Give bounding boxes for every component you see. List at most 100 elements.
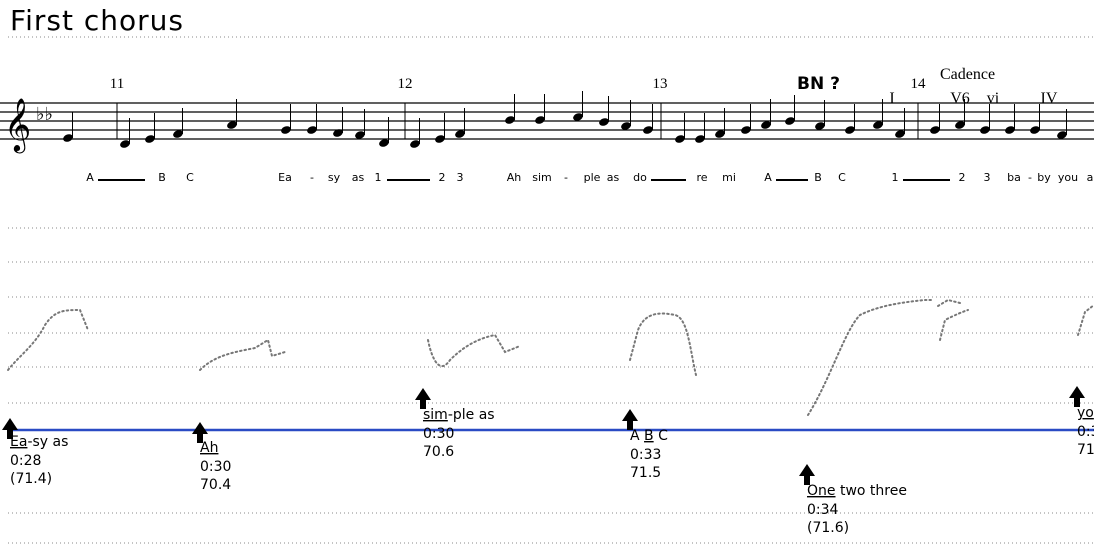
lyric: as	[352, 171, 365, 184]
notehead	[930, 126, 940, 134]
notehead	[955, 121, 965, 129]
lyric: sy	[328, 171, 341, 184]
marker-time: 0:34	[807, 502, 839, 518]
lyric: 1	[892, 171, 899, 184]
notehead	[873, 121, 883, 129]
chord-label: I	[889, 90, 894, 107]
lyric: C	[838, 171, 846, 184]
notehead	[980, 126, 990, 134]
arrow	[799, 464, 815, 485]
notehead	[1057, 131, 1067, 139]
notes	[63, 91, 1067, 148]
marker-time: 0:33	[630, 447, 661, 463]
marker-label-part: -sy as	[27, 434, 68, 450]
notehead	[120, 140, 130, 148]
measure-number: 11	[110, 76, 124, 92]
lyric: B	[814, 171, 822, 184]
notehead	[435, 135, 445, 143]
marker-label-part: A	[630, 428, 644, 444]
notehead	[227, 121, 237, 129]
lyric: as	[607, 171, 620, 184]
lyric: -	[310, 171, 314, 184]
pitch-trace	[7, 298, 1094, 416]
lyric: 2	[959, 171, 966, 184]
annotation: Cadence	[940, 66, 995, 83]
chord-label: IV	[1041, 90, 1058, 107]
lyric: do	[633, 171, 647, 184]
notehead	[761, 121, 771, 129]
marker-label: Ah	[200, 440, 218, 456]
notehead	[741, 126, 751, 134]
notehead	[355, 131, 365, 139]
marker-label-part: two three	[836, 483, 907, 499]
notehead	[1005, 126, 1015, 134]
notehead	[675, 135, 685, 143]
measure-number: 12	[398, 76, 413, 92]
lyric: 1	[375, 171, 382, 184]
lyric: A	[764, 171, 772, 184]
marker-value: (71.6)	[807, 520, 849, 536]
marker-value: 70.6	[423, 444, 454, 460]
marker-label-part: yo	[1077, 405, 1094, 421]
notehead	[307, 126, 317, 134]
lyric: a	[1087, 171, 1094, 184]
lyric: B	[158, 171, 166, 184]
lyric: Ea	[278, 171, 292, 184]
lyric: -	[564, 171, 568, 184]
measure-number: 13	[653, 76, 668, 92]
notehead	[785, 117, 795, 125]
notehead	[281, 126, 291, 134]
marker-label-part: C	[654, 428, 668, 444]
marker-label: One two three	[807, 483, 907, 499]
chord-label: V6	[950, 90, 970, 107]
notehead	[535, 116, 545, 124]
notehead	[379, 139, 389, 147]
marker-value: 70.4	[200, 477, 231, 493]
notehead	[410, 140, 420, 148]
notehead	[715, 130, 725, 138]
key-signature: ♭♭	[36, 104, 53, 124]
lyric: by	[1037, 171, 1051, 184]
marker-time: 0:28	[10, 453, 41, 469]
notehead	[895, 130, 905, 138]
arrow	[2, 418, 18, 439]
notehead	[173, 130, 183, 138]
title: First chorus	[10, 4, 184, 37]
marker-label: sim-ple as	[423, 407, 495, 423]
lyric: ple	[584, 171, 601, 184]
lyric: you	[1058, 171, 1078, 184]
annotation: BN ?	[797, 74, 840, 94]
lyric: A	[86, 171, 94, 184]
notehead	[643, 126, 653, 134]
notehead	[1030, 126, 1040, 134]
arrow	[192, 422, 208, 443]
arrow	[622, 409, 638, 430]
notehead	[621, 122, 631, 130]
marker-time: 0:3	[1077, 424, 1094, 440]
notehead	[695, 135, 705, 143]
clef: 𝄞	[4, 98, 31, 153]
notehead	[815, 122, 825, 130]
marker-label-part: B	[644, 428, 654, 444]
marker-value: 71	[1077, 442, 1094, 458]
marker-label-part: One	[807, 483, 836, 499]
chord-label: vi	[987, 90, 1000, 107]
marker-label-part: -ple as	[448, 407, 495, 423]
marker-label-part: Ea	[10, 434, 27, 450]
marker-label: A B C	[630, 428, 668, 444]
lyric: ba	[1007, 171, 1021, 184]
lyric: Ah	[507, 171, 522, 184]
marker-label-part: Ah	[200, 440, 218, 456]
marker-time: 0:30	[423, 426, 454, 442]
lyric: sim	[532, 171, 552, 184]
arrow	[415, 388, 431, 409]
measure-number: 14	[911, 76, 927, 92]
lyric: -	[1028, 171, 1032, 184]
notehead	[455, 130, 465, 138]
lyric: C	[186, 171, 194, 184]
notehead	[505, 116, 515, 124]
marker-time: 0:30	[200, 459, 231, 475]
lyric: re	[696, 171, 707, 184]
arrow	[1069, 386, 1085, 407]
